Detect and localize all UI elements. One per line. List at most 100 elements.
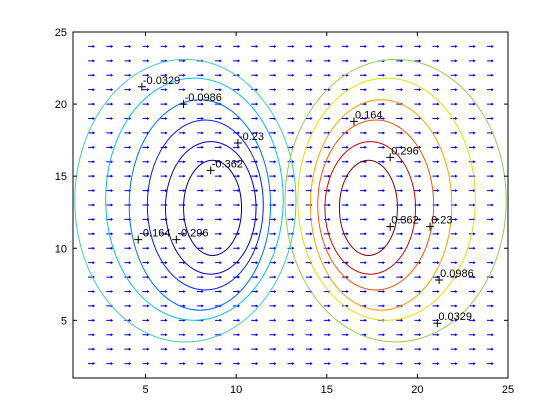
quiver-arrow [468, 318, 476, 322]
quiver-arrow [468, 73, 476, 77]
quiver-arrow [360, 145, 367, 149]
quiver-arrow [450, 145, 458, 149]
y-tick-label: 20 [55, 99, 67, 111]
quiver-arrow [215, 45, 222, 48]
quiver-arrow [341, 160, 349, 164]
quiver-arrow [414, 232, 422, 236]
quiver-arrow [233, 160, 241, 164]
quiver-arrow [124, 45, 132, 48]
quiver-arrow [305, 362, 313, 365]
quiver-arrow [124, 59, 132, 63]
quiver-arrow [486, 246, 494, 250]
contour-label: -0.296 [177, 228, 208, 240]
quiver-arrow [432, 88, 440, 92]
quiver-arrow [196, 275, 204, 279]
quiver-arrow [468, 59, 476, 63]
quiver-arrow [414, 318, 422, 322]
quiver-arrow [450, 174, 458, 178]
quiver-arrow [142, 59, 150, 63]
quiver-arrow [160, 160, 168, 164]
quiver-arrow [432, 59, 440, 63]
quiver-arrow [88, 347, 96, 351]
contour-label: -0.0329 [143, 75, 180, 87]
quiver-arrow [378, 174, 386, 178]
quiver-arrow [468, 131, 476, 135]
quiver-arrow [341, 347, 349, 351]
quiver-arrow [305, 131, 313, 135]
quiver-arrow [378, 275, 386, 279]
quiver-arrow [178, 275, 186, 279]
quiver-arrow [486, 318, 494, 322]
quiver-arrow [432, 189, 440, 192]
quiver-arrow [432, 218, 440, 221]
y-tick-label: 15 [55, 171, 67, 183]
quiver-arrow [360, 88, 367, 92]
quiver-arrow [360, 45, 367, 48]
quiver-arrow [88, 333, 96, 337]
quiver-arrow [341, 145, 349, 149]
quiver-arrow [233, 59, 241, 63]
quiver-arrow [269, 232, 277, 236]
quiver-arrow [432, 362, 440, 365]
quiver-arrow [215, 189, 222, 192]
quiver-arrow [287, 73, 295, 77]
quiver-arrow [215, 174, 222, 178]
quiver-arrow [142, 261, 150, 265]
quiver-arrow [486, 45, 494, 48]
quiver-arrow [323, 304, 331, 308]
quiver-arrow [196, 203, 204, 207]
quiver-arrow [88, 73, 96, 77]
quiver-arrow [233, 117, 241, 120]
quiver-arrow [323, 45, 331, 48]
quiver-arrow [378, 304, 386, 308]
quiver-arrow [323, 160, 331, 164]
label-marker [134, 235, 143, 244]
quiver-arrow [287, 362, 295, 365]
quiver-arrow [432, 117, 440, 120]
quiver-arrow [468, 145, 476, 149]
quiver-arrow [287, 117, 295, 120]
quiver-arrow [196, 232, 204, 236]
quiver-arrow [305, 232, 313, 236]
quiver-arrow [269, 333, 277, 337]
quiver-arrow [196, 261, 204, 265]
quiver-arrow [396, 73, 404, 77]
quiver-arrow [251, 117, 259, 120]
quiver-arrow [124, 232, 132, 236]
quiver-arrow [305, 318, 313, 322]
quiver-arrow [396, 218, 404, 221]
quiver-arrow [233, 347, 241, 351]
quiver-arrow [233, 290, 241, 293]
y-tick-label: 10 [55, 243, 67, 255]
quiver-arrow [269, 160, 277, 164]
quiver-arrow [360, 347, 367, 351]
quiver-arrow [305, 347, 313, 351]
quiver-arrow [106, 318, 114, 322]
quiver-arrow [196, 160, 204, 164]
quiver-arrow [233, 203, 241, 207]
quiver-arrow [142, 145, 150, 149]
quiver-arrow [142, 45, 150, 48]
quiver-arrow [269, 45, 277, 48]
quiver-arrow [88, 304, 96, 308]
quiver-arrow [450, 102, 458, 106]
quiver-arrow [269, 318, 277, 322]
quiver-arrow [124, 145, 132, 149]
quiver-arrow [215, 218, 222, 221]
quiver-arrow [378, 203, 386, 207]
quiver-arrow [196, 218, 204, 221]
contour-label: 0.0329 [438, 311, 472, 323]
label-marker [137, 82, 146, 91]
quiver-arrow [450, 275, 458, 279]
quiver-arrow [360, 246, 367, 250]
quiver-arrow [178, 333, 186, 337]
quiver-arrow [341, 117, 349, 120]
quiver-arrow [160, 318, 168, 322]
quiver-arrow [106, 347, 114, 351]
quiver-arrow [124, 347, 132, 351]
quiver-arrow [88, 45, 96, 48]
quiver-arrow [287, 45, 295, 48]
quiver-arrow [178, 232, 186, 236]
quiver-arrow [88, 59, 96, 63]
quiver-arrow [124, 102, 132, 106]
